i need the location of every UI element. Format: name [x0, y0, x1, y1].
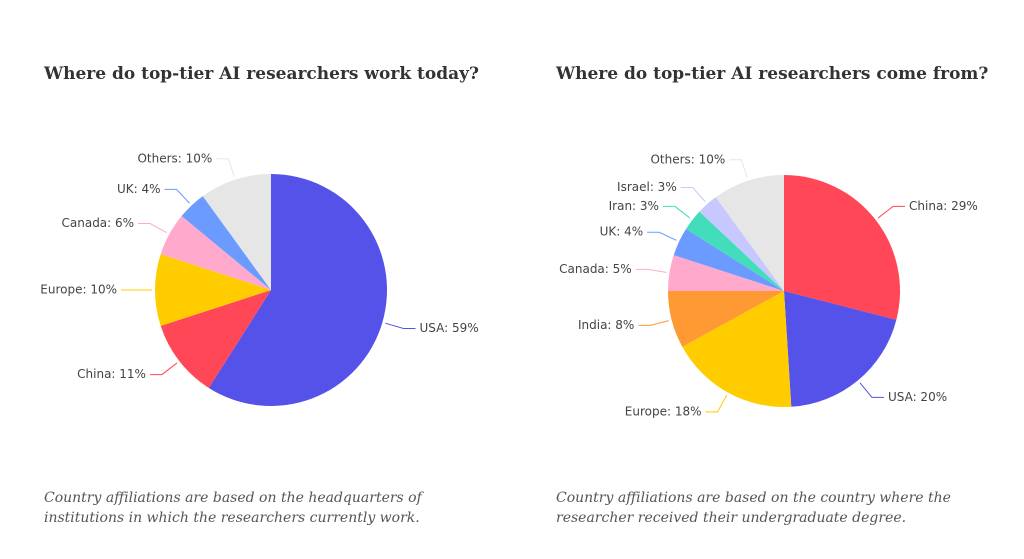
slice-label: Canada: 5% — [559, 262, 632, 276]
chart-title: Where do top-tier AI researchers come fr… — [556, 64, 989, 84]
leader-line — [216, 158, 235, 177]
leader-line — [705, 395, 728, 413]
pie-slice — [699, 197, 784, 291]
pie-slice — [155, 254, 271, 326]
leader-line — [662, 205, 691, 219]
slice-label: USA: 20% — [888, 390, 947, 404]
slice-label: Others: 10% — [650, 152, 725, 166]
leader-line — [635, 268, 667, 273]
pie-slice — [784, 175, 900, 320]
leader-line — [877, 205, 906, 219]
leader-line — [729, 159, 748, 178]
chart-title: Where do top-tier AI researchers work to… — [44, 64, 479, 84]
pie-slice — [784, 291, 897, 407]
pie-slice — [181, 196, 271, 290]
leader-line — [164, 188, 190, 204]
leader-line — [149, 362, 178, 376]
slice-label: India: 8% — [578, 318, 634, 332]
leader-line — [385, 322, 416, 330]
slice-label: China: 11% — [77, 367, 146, 381]
slice-label: Canada: 6% — [62, 216, 135, 230]
slice-label: Europe: 10% — [40, 283, 117, 297]
chart-caption: Country affiliations are based on the co… — [556, 490, 951, 526]
pie-slice — [208, 174, 387, 406]
pie-slice — [668, 291, 784, 347]
pie-slice — [673, 228, 784, 291]
slice-label: China: 29% — [909, 199, 978, 213]
pie-slice — [160, 216, 271, 290]
leader-line — [138, 223, 167, 234]
slice-label: UK: 4% — [117, 182, 161, 196]
slice-label: Iran: 3% — [609, 199, 659, 213]
pie-slice — [160, 290, 271, 388]
pie-slice — [715, 175, 784, 291]
leader-line — [859, 382, 884, 398]
slice-label: Others: 10% — [137, 151, 212, 165]
pie-slice — [202, 174, 271, 290]
leader-line — [647, 231, 677, 241]
leader-line — [638, 320, 669, 326]
pie-slice — [682, 291, 792, 407]
slice-label: UK: 4% — [600, 225, 644, 239]
leader-line — [680, 186, 706, 203]
pie-slice — [686, 211, 784, 291]
slice-label: Israel: 3% — [617, 180, 677, 194]
pie-slice — [668, 255, 784, 291]
slice-label: USA: 59% — [420, 321, 479, 335]
chart-caption: Country affiliations are based on the he… — [44, 490, 422, 526]
slice-label: Europe: 18% — [625, 404, 702, 418]
